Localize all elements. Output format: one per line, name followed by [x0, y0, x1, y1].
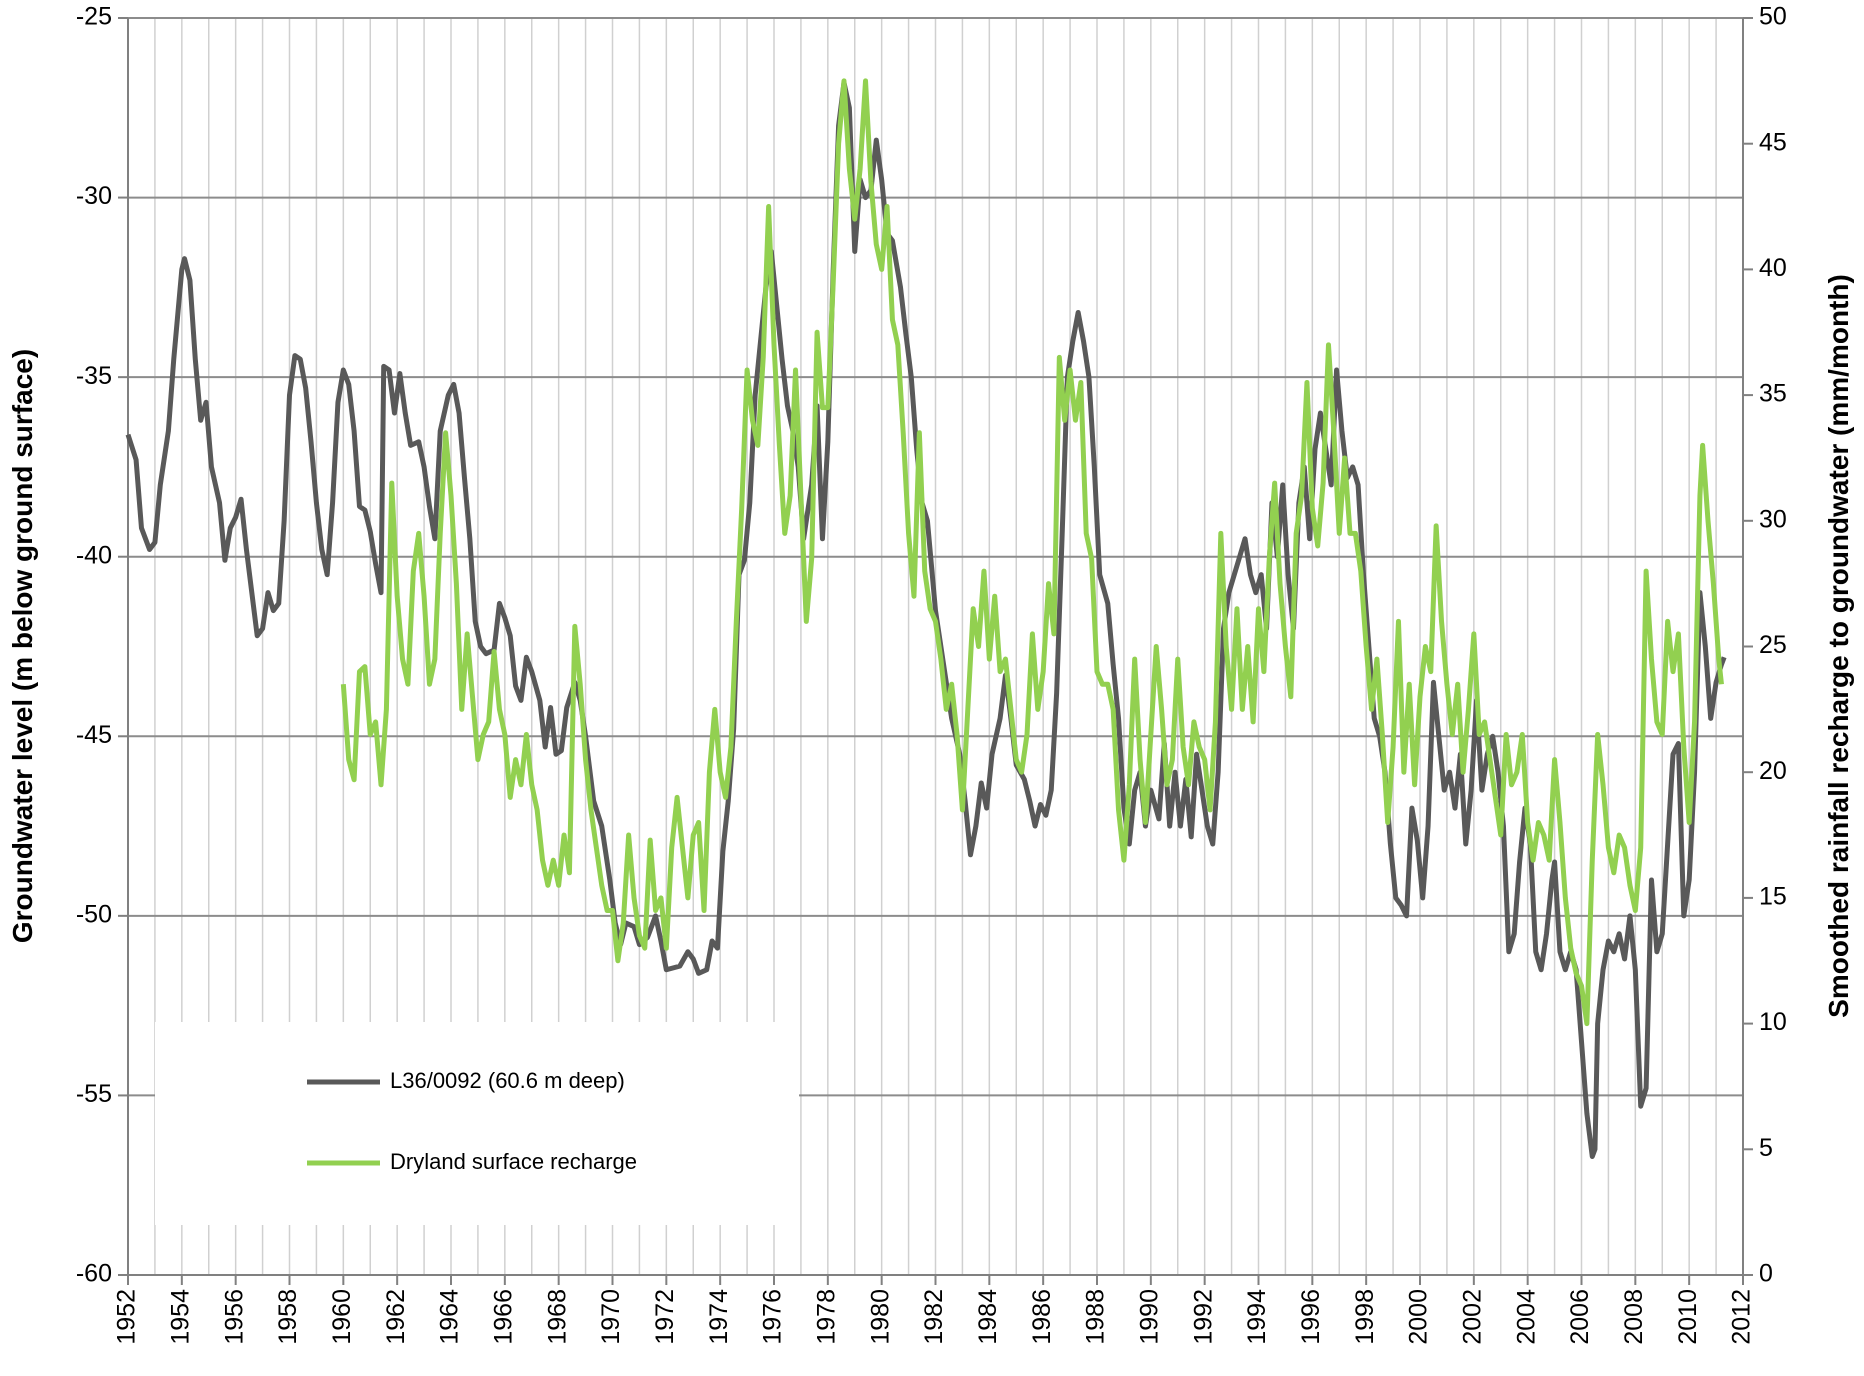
x-tick-label: 1984	[974, 1289, 1002, 1345]
x-tick-label: 1968	[543, 1289, 571, 1345]
y2-tick-label: 5	[1759, 1134, 1773, 1162]
legend: L36/0092 (60.6 m deep) Dryland surface re…	[155, 1022, 799, 1225]
x-tick-label: 2012	[1728, 1289, 1756, 1345]
x-tick-label: 2004	[1512, 1289, 1540, 1345]
x-tick-label: 1978	[812, 1289, 840, 1345]
y-tick-label: -35	[76, 362, 112, 390]
y2-axis-title: Smoothed rainfall recharge to groundwate…	[1823, 274, 1854, 1018]
y-tick-label: -30	[76, 182, 112, 210]
x-tick-label: 1972	[651, 1289, 679, 1345]
x-tick-label: 1982	[920, 1289, 948, 1345]
x-tick-label: 1960	[328, 1289, 356, 1345]
series-line	[340, 78, 1724, 1027]
plot-area	[125, 78, 1727, 1159]
x-tick-label: 1990	[1135, 1289, 1163, 1345]
y2-tick-label: 20	[1759, 757, 1787, 785]
x-tick-label: 1986	[1028, 1289, 1056, 1345]
series-line	[125, 80, 1727, 1159]
y2-tick-label: 50	[1759, 3, 1787, 31]
legend-box	[155, 1022, 799, 1225]
x-tick-label: 1952	[113, 1289, 141, 1345]
legend-label: Dryland surface recharge	[390, 1149, 637, 1174]
x-tick-label: 1970	[597, 1289, 625, 1345]
x-tick-label: 1956	[220, 1289, 248, 1345]
y2-tick-label: 40	[1759, 254, 1787, 282]
x-tick-label: 1988	[1082, 1289, 1110, 1345]
x-tick-label: 1994	[1243, 1289, 1271, 1345]
x-tick-label: 1980	[866, 1289, 894, 1345]
x-tick-label: 1954	[166, 1289, 194, 1345]
x-tick-label: 1992	[1189, 1289, 1217, 1345]
axes: 1952 1954 1956 1958 1960 1962 1964 1966 1968 1970…	[76, 3, 1787, 1345]
y2-tick-label: 35	[1759, 380, 1787, 408]
y-tick-label: -60	[76, 1260, 112, 1288]
x-tick-label: 2006	[1566, 1289, 1594, 1345]
y2-tick-label: 25	[1759, 631, 1787, 659]
x-tick-label: 1964	[436, 1289, 464, 1345]
x-tick-label: 1998	[1351, 1289, 1379, 1345]
x-tick-label: 1996	[1297, 1289, 1325, 1345]
y2-tick-label: 30	[1759, 505, 1787, 533]
x-tick-label: 1976	[759, 1289, 787, 1345]
legend-label: L36/0092 (60.6 m deep)	[390, 1068, 625, 1093]
y-tick-label: -50	[76, 900, 112, 928]
x-tick-label: 2000	[1405, 1289, 1433, 1345]
y2-tick-label: 10	[1759, 1008, 1787, 1036]
x-tick-label: 1958	[274, 1289, 302, 1345]
x-tick-label: 2002	[1458, 1289, 1486, 1345]
y2-tick-label: 0	[1759, 1260, 1773, 1288]
y-tick-label: -25	[76, 3, 112, 31]
y2-tick-label: 15	[1759, 883, 1787, 911]
y2-tick-label: 45	[1759, 128, 1787, 156]
y-tick-label: -55	[76, 1080, 112, 1108]
y-tick-label: -40	[76, 541, 112, 569]
x-tick-label: 2008	[1620, 1289, 1648, 1345]
x-tick-label: 2010	[1674, 1289, 1702, 1345]
y-axis-title: Groundwater level (m below ground surfac…	[7, 349, 38, 943]
y-tick-label: -45	[76, 721, 112, 749]
x-tick-label: 1966	[489, 1289, 517, 1345]
x-tick-label: 1962	[382, 1289, 410, 1345]
x-tick-label: 1974	[705, 1289, 733, 1345]
